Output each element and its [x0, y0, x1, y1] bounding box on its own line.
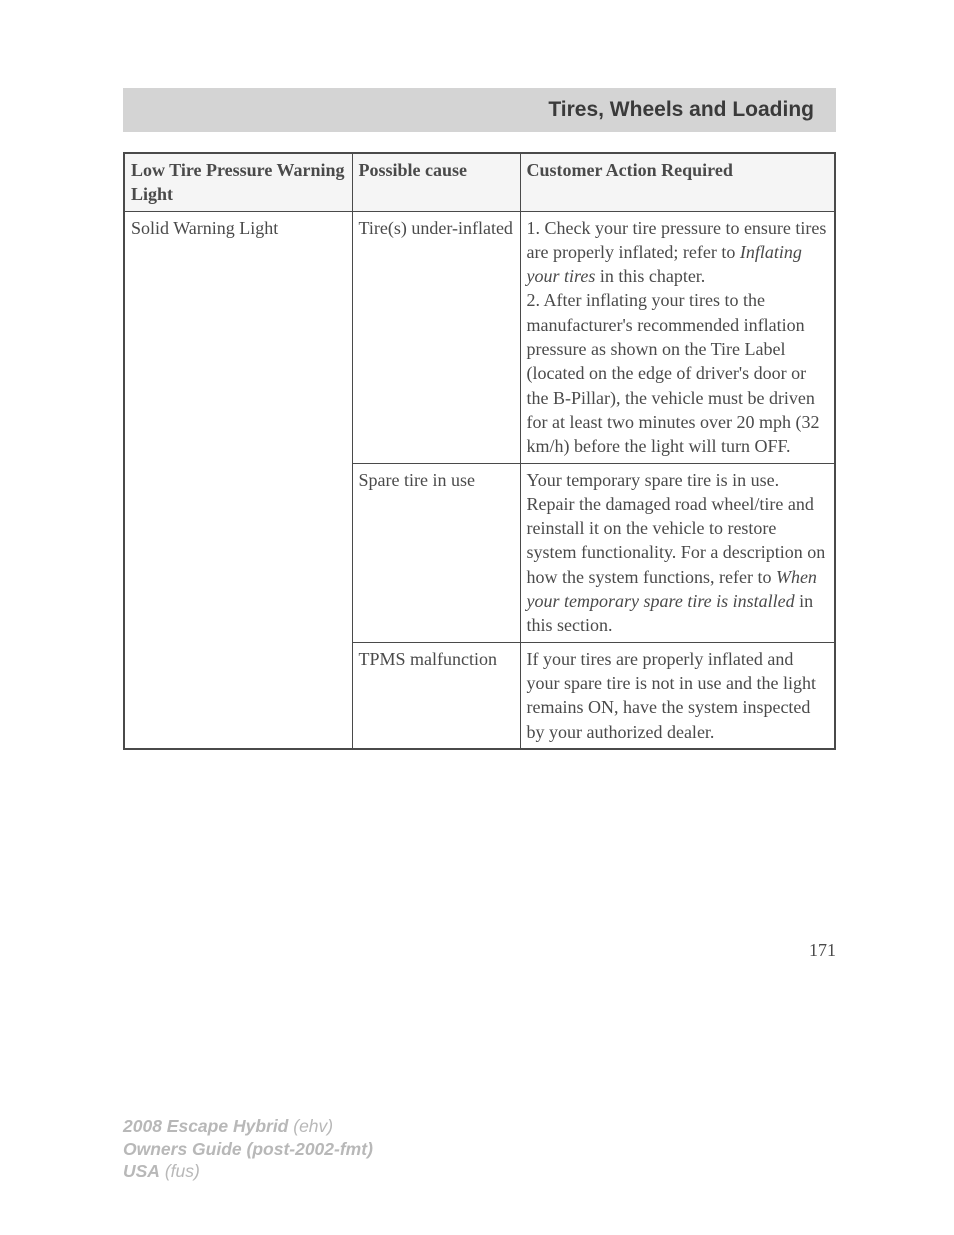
col-header-cause: Possible cause — [352, 153, 520, 211]
cell-action-tpms: If your tires are properly inflated and … — [520, 642, 835, 749]
col-header-action: Customer Action Required — [520, 153, 835, 211]
cell-cause-underinflated: Tire(s) under-inflated — [352, 211, 520, 463]
chapter-title: Tires, Wheels and Loading — [548, 98, 814, 122]
table-header-row: Low Tire Pressure Warning Light Possible… — [124, 153, 835, 211]
tpms-table: Low Tire Pressure Warning Light Possible… — [123, 152, 836, 750]
page-number: 171 — [809, 940, 836, 961]
cell-action-underinflated: 1. Check your tire pressure to ensure ti… — [520, 211, 835, 463]
chapter-header-bar: Tires, Wheels and Loading — [123, 88, 836, 132]
footer-model: 2008 Escape Hybrid — [123, 1116, 288, 1136]
action-text: in this chapter. 2. After inflating your… — [527, 266, 820, 456]
footer-line-1: 2008 Escape Hybrid (ehv) — [123, 1115, 373, 1138]
cell-cause-spare: Spare tire in use — [352, 463, 520, 642]
footer-code: (fus) — [160, 1161, 200, 1181]
footer-code: (ehv) — [288, 1116, 333, 1136]
footer-block: 2008 Escape Hybrid (ehv) Owners Guide (p… — [123, 1115, 373, 1183]
cell-action-spare: Your temporary spare tire is in use. Rep… — [520, 463, 835, 642]
cell-warning-light: Solid Warning Light — [124, 211, 352, 749]
col-header-warning: Low Tire Pressure Warning Light — [124, 153, 352, 211]
table-row: Solid Warning Light Tire(s) under-inflat… — [124, 211, 835, 463]
footer-line-3: USA (fus) — [123, 1160, 373, 1183]
footer-line-2: Owners Guide (post-2002-fmt) — [123, 1138, 373, 1161]
cell-cause-tpms: TPMS malfunction — [352, 642, 520, 749]
footer-region: USA — [123, 1161, 160, 1181]
